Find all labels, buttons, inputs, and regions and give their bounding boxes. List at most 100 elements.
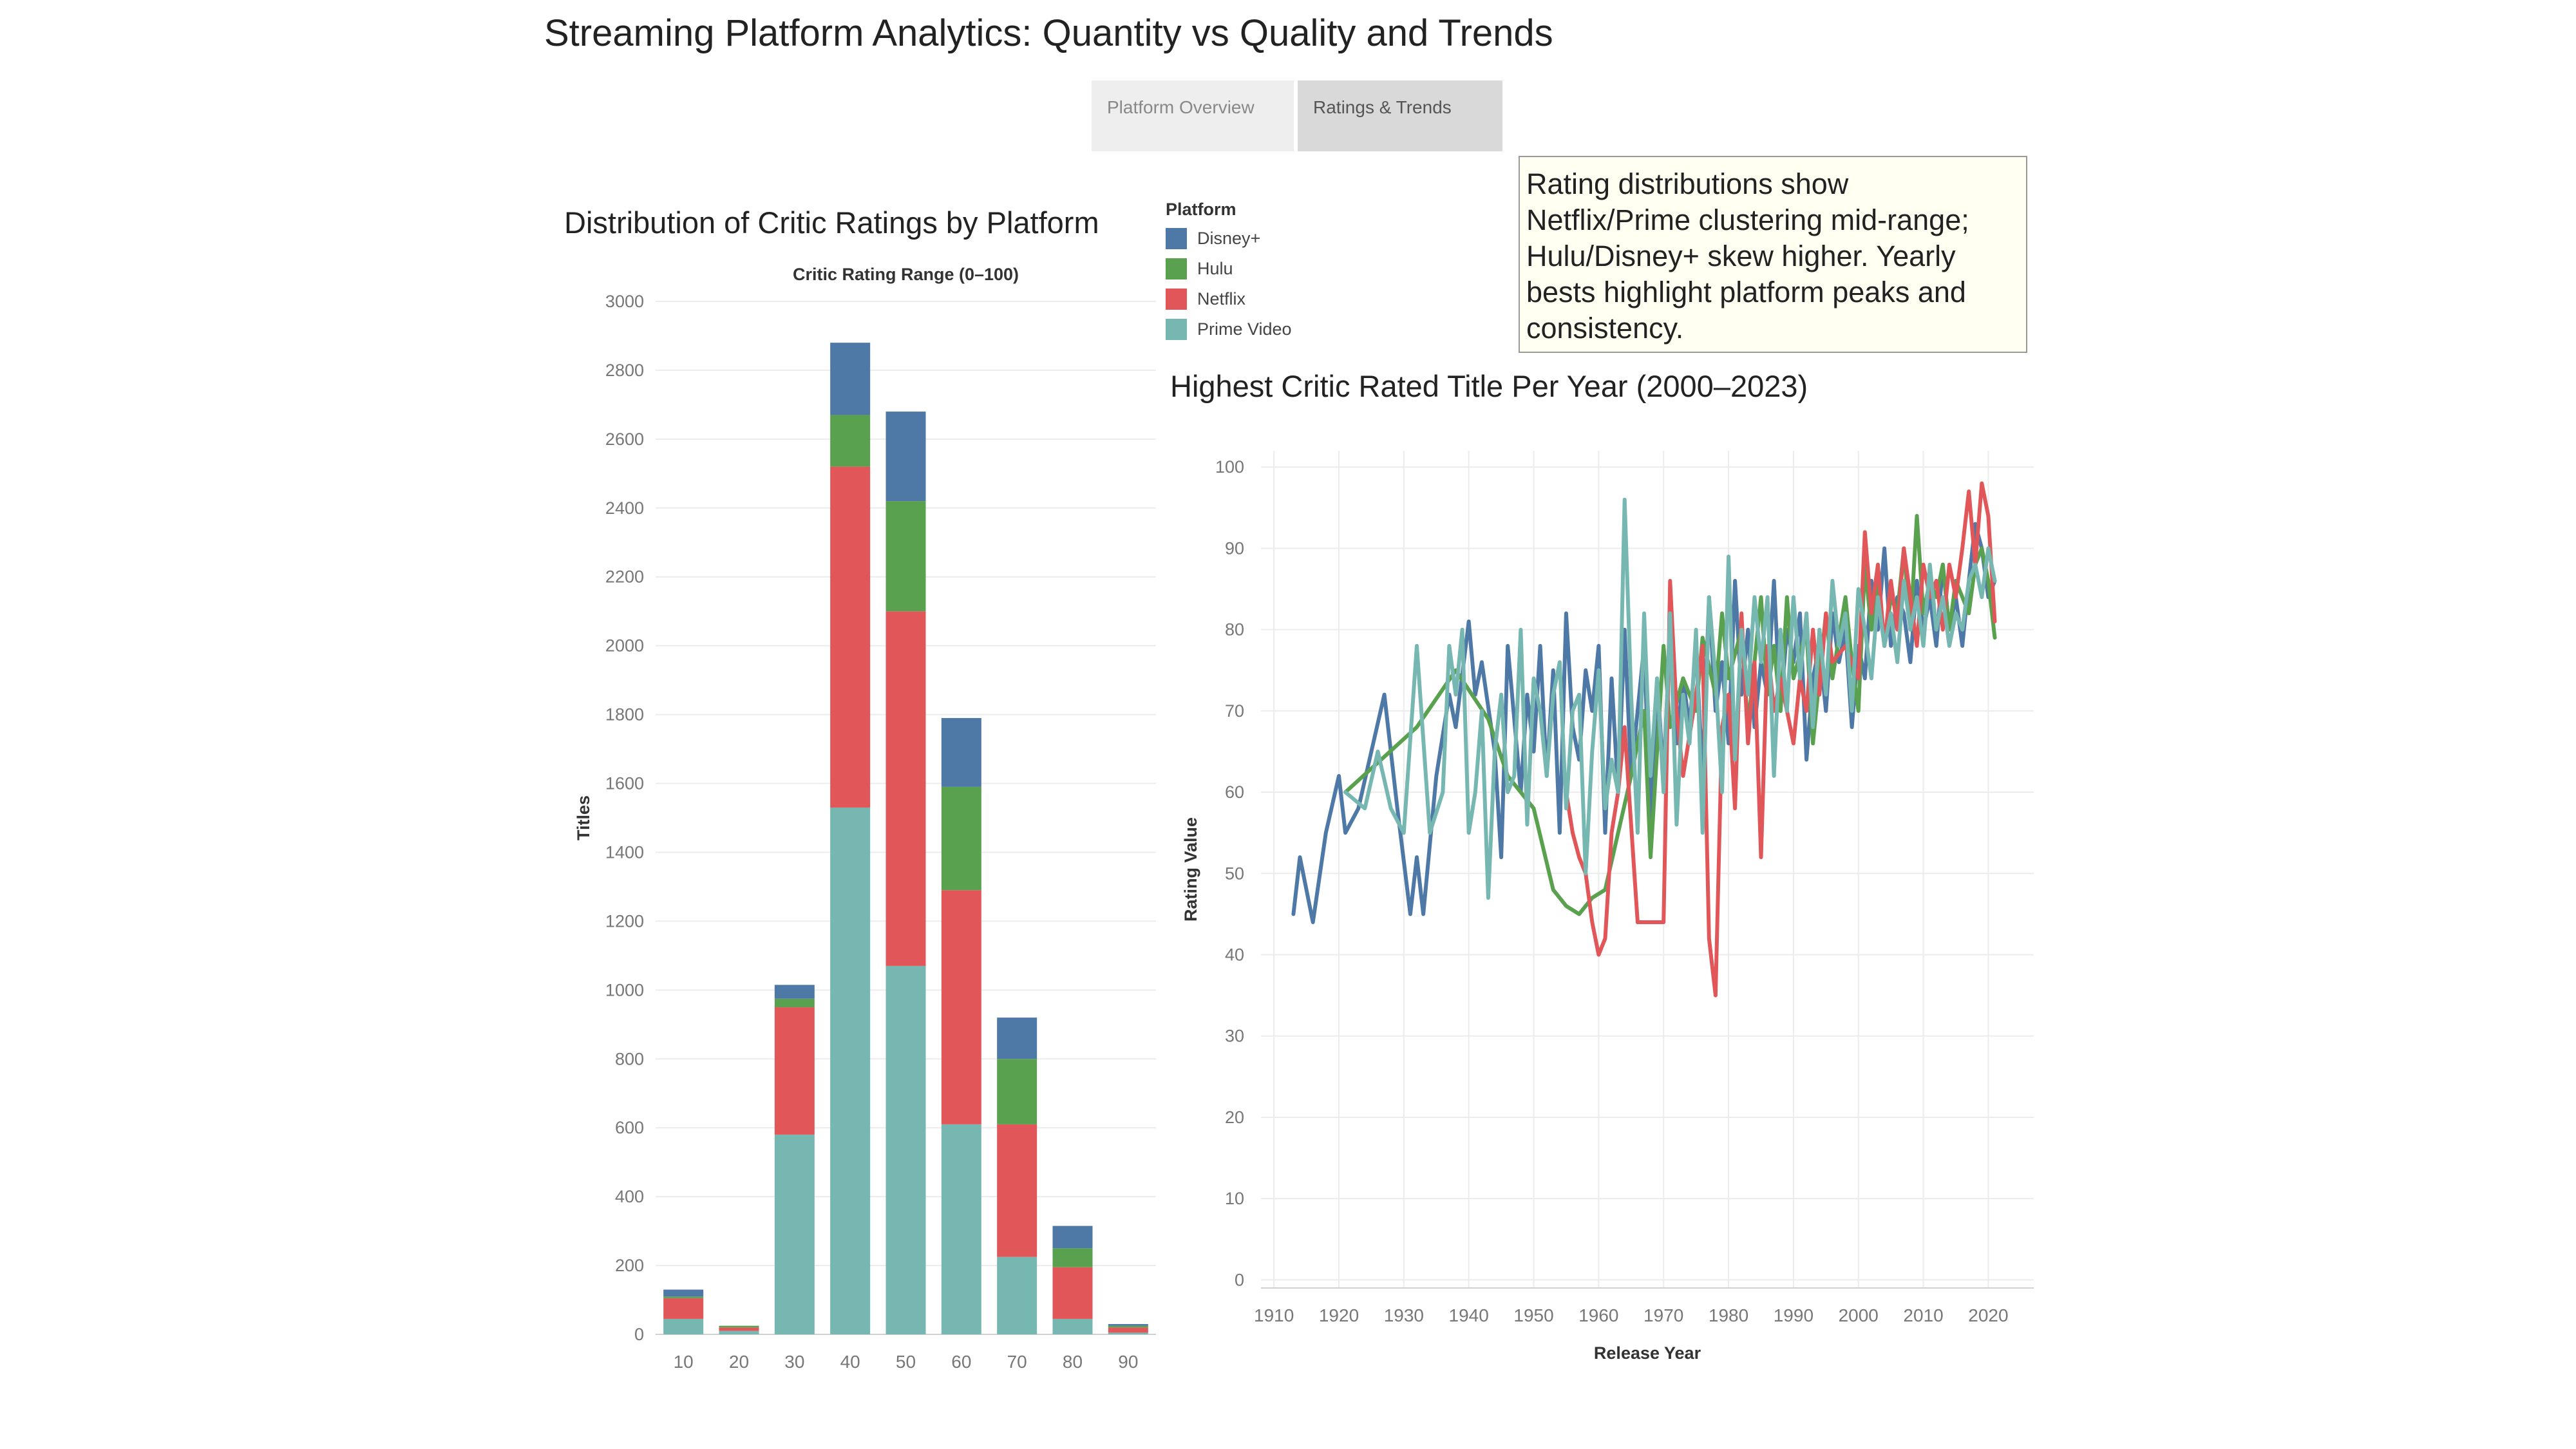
bar-segment-netflix (1108, 1327, 1148, 1333)
annotation-box: Rating distributions show Netflix/Prime … (1519, 156, 2027, 353)
line-y-tick-label: 100 (1215, 457, 1244, 477)
bar-segment-prime-video (886, 965, 926, 1334)
legend-swatch-disney (1166, 228, 1187, 249)
tab-bar: Platform Overview Ratings & Trends (1092, 80, 1502, 151)
line-y-axis-title: Rating Value (1181, 817, 1200, 922)
legend-label-prime: Prime Video (1197, 319, 1292, 339)
legend-item-disney[interactable]: Disney+ (1166, 223, 1292, 254)
legend-label-disney: Disney+ (1197, 229, 1261, 248)
line-x-tick-label: 1980 (1709, 1305, 1748, 1325)
bar-segment-disney- (997, 1018, 1037, 1059)
legend-title: Platform (1166, 200, 1236, 219)
bar-segment-hulu (886, 501, 926, 612)
line-x-tick-label: 1930 (1384, 1305, 1424, 1325)
line-y-tick-label: 20 (1225, 1108, 1244, 1127)
line-y-tick-label: 60 (1225, 782, 1244, 802)
bar-y-tick-label: 1600 (605, 774, 644, 793)
bar-x-axis-title: Critic Rating Range (0–100) (793, 265, 1019, 284)
bar-segment-hulu (830, 415, 871, 467)
bar-segment-disney- (1108, 1323, 1148, 1326)
line-x-tick-label: 1990 (1774, 1305, 1814, 1325)
bar-segment-prime-video (997, 1256, 1037, 1334)
line-y-tick-label: 0 (1235, 1270, 1244, 1289)
bar-y-tick-label: 1400 (605, 842, 644, 862)
line-y-tick-label: 10 (1225, 1189, 1244, 1208)
legend-swatch-netflix (1166, 289, 1187, 310)
line-x-tick-label: 2020 (1968, 1305, 2008, 1325)
line-y-tick-label: 30 (1225, 1027, 1244, 1046)
legend-item-prime[interactable]: Prime Video (1166, 314, 1292, 345)
bar-y-tick-label: 800 (615, 1049, 644, 1068)
bar-segment-hulu (997, 1059, 1037, 1124)
line-x-tick-label: 1960 (1578, 1305, 1618, 1325)
bar-x-tick-label: 20 (729, 1352, 749, 1372)
line-y-tick-label: 50 (1225, 864, 1244, 883)
line-x-axis-title: Release Year (1594, 1343, 1701, 1363)
bar-segment-hulu (719, 1325, 759, 1328)
line-y-tick-label: 70 (1225, 701, 1244, 721)
bar-segment-disney- (1052, 1226, 1093, 1249)
tab-ratings-trends[interactable]: Ratings & Trends (1298, 80, 1502, 151)
legend-item-netflix[interactable]: Netflix (1166, 284, 1292, 314)
bar-x-tick-label: 60 (951, 1352, 971, 1372)
bar-chart-title: Distribution of Critic Ratings by Platfo… (564, 205, 1099, 240)
line-x-tick-label: 2010 (1903, 1305, 1943, 1325)
bar-y-tick-label: 1800 (605, 705, 644, 724)
bar-segment-prime-video (774, 1134, 815, 1334)
bar-x-tick-label: 80 (1063, 1352, 1083, 1372)
bar-segment-netflix (774, 1007, 815, 1135)
bar-segment-netflix (997, 1124, 1037, 1257)
bar-x-tick-label: 40 (840, 1352, 860, 1372)
legend-label-hulu: Hulu (1197, 259, 1233, 278)
bar-y-tick-label: 2600 (605, 430, 644, 449)
tab-platform-overview[interactable]: Platform Overview (1092, 80, 1294, 151)
line-x-tick-label: 2000 (1839, 1305, 1879, 1325)
bar-segment-prime-video (719, 1331, 759, 1334)
bar-segment-netflix (1052, 1267, 1093, 1319)
line-y-tick-label: 40 (1225, 945, 1244, 965)
bar-x-tick-label: 70 (1007, 1352, 1027, 1372)
legend-label-netflix: Netflix (1197, 289, 1246, 308)
bar-y-tick-label: 600 (615, 1118, 644, 1137)
bar-segment-netflix (719, 1327, 759, 1331)
bar-y-tick-label: 2800 (605, 361, 644, 380)
bar-segment-disney- (663, 1289, 704, 1297)
line-x-tick-label: 1970 (1643, 1305, 1683, 1325)
line-x-tick-label: 1910 (1254, 1305, 1294, 1325)
bar-segment-hulu (1108, 1325, 1148, 1328)
bar-segment-netflix (941, 890, 981, 1124)
bar-y-axis-title: Titles (574, 795, 593, 840)
page-title: Streaming Platform Analytics: Quantity v… (544, 12, 1553, 54)
bar-segment-disney- (830, 343, 871, 415)
bar-chart: 0 200 400 600 800 1000 1200 1400 1600 1800 2000 220… (574, 265, 1156, 1372)
bar-y-tick-label: 1200 (605, 911, 644, 931)
bar-segment-netflix (663, 1298, 704, 1319)
bar-segment-disney- (941, 717, 981, 787)
legend-item-hulu[interactable]: Hulu (1166, 254, 1292, 284)
bar-segment-prime-video (941, 1124, 981, 1334)
bar-segment-netflix (830, 466, 871, 808)
legend-swatch-hulu (1166, 258, 1187, 279)
bar-segment-hulu (1052, 1248, 1093, 1267)
bar-y-tick-label: 1000 (605, 980, 644, 999)
bar-segment-netflix (886, 611, 926, 966)
bar-x-tick-label: 90 (1118, 1352, 1138, 1372)
bar-y-tick-label: 2000 (605, 636, 644, 656)
bar-x-tick-label: 30 (784, 1352, 804, 1372)
bar-segment-hulu (941, 786, 981, 891)
bar-segment-prime-video (663, 1318, 704, 1334)
line-chart-title: Highest Critic Rated Title Per Year (200… (1170, 369, 1808, 403)
bar-y-tick-label: 0 (634, 1325, 644, 1344)
bar-segment-prime-video (1108, 1332, 1148, 1334)
line-y-tick-label: 80 (1225, 620, 1244, 639)
series-line-disney- (1291, 522, 1997, 924)
bar-x-tick-label: 50 (896, 1352, 916, 1372)
bar-segment-hulu (774, 998, 815, 1008)
bar-x-tick-label: 10 (674, 1352, 694, 1372)
series-line-hulu (1343, 514, 1997, 916)
bar-segment-hulu (663, 1296, 704, 1298)
series-line-prime-video (1343, 497, 1997, 900)
bar-y-tick-label: 3000 (605, 292, 644, 311)
bar-segment-disney- (774, 985, 815, 999)
